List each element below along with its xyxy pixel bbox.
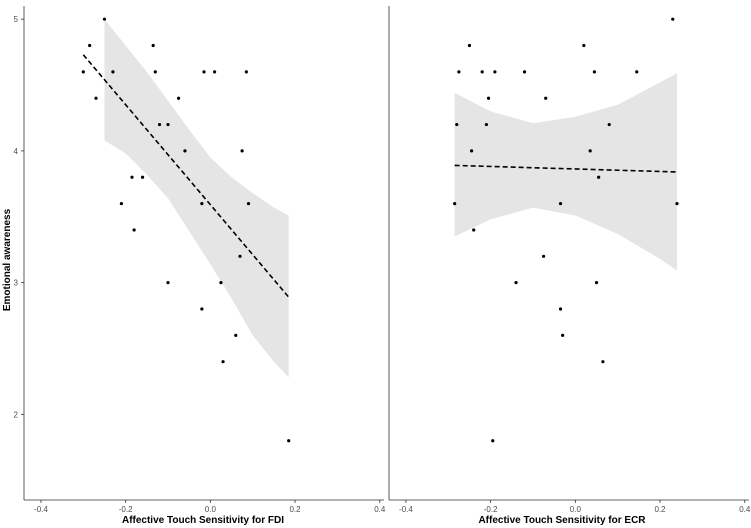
data-point: [166, 122, 170, 127]
x-tick-label: 0.2: [654, 505, 666, 514]
data-point: [94, 96, 98, 100]
data-point: [582, 43, 586, 48]
data-point: [558, 202, 563, 206]
x-axis-title-fdi: Affective Touch Sensitivity for FDI: [122, 515, 284, 526]
data-point: [469, 149, 474, 153]
x-tick-label: -0.4: [34, 505, 48, 514]
data-point: [287, 439, 291, 443]
x-tick-label: 0.0: [205, 505, 217, 514]
data-point: [561, 333, 565, 337]
data-point: [486, 96, 491, 100]
panel-fdi: -0.4 -0.2 0.0 0.2 0.4 2 3 4 5: [14, 6, 386, 514]
data-point: [544, 96, 548, 100]
data-point: [166, 281, 170, 285]
data-point: [153, 70, 157, 74]
data-point: [244, 70, 248, 74]
data-point: [81, 70, 85, 74]
data-point: [467, 43, 472, 48]
regression-line: [82, 54, 290, 298]
data-point: [132, 228, 136, 232]
data-point: [88, 43, 92, 48]
x-tick-label: 0.2: [289, 505, 301, 514]
data-point: [635, 70, 639, 74]
data-point: [234, 333, 238, 337]
data-point: [472, 228, 476, 232]
data-point: [491, 439, 495, 443]
regression-line: [454, 164, 678, 173]
x-axis-title-ecr: Affective Touch Sensitivity for ECR: [478, 515, 646, 526]
data-point: [601, 360, 605, 364]
data-point: [102, 17, 107, 21]
data-point: [455, 122, 459, 127]
x-tick-label: 0.0: [570, 505, 582, 514]
y-tick-label: 2: [14, 410, 19, 419]
y-tick-label: 5: [14, 15, 19, 24]
data-point: [246, 202, 251, 206]
x-tick-label: -0.2: [119, 505, 133, 514]
data-point: [176, 96, 181, 100]
data-point: [522, 70, 527, 74]
data-point: [480, 70, 484, 74]
data-point: [457, 70, 461, 74]
data-point: [119, 202, 124, 206]
data-point: [130, 175, 134, 179]
data-point: [238, 254, 242, 258]
data-point: [453, 202, 457, 206]
x-tick-label: -0.4: [399, 505, 413, 514]
data-point: [592, 70, 597, 74]
data-point: [183, 149, 187, 153]
data-point: [111, 70, 115, 74]
y-tick-label: 4: [14, 147, 19, 156]
data-point: [671, 17, 675, 21]
data-point: [675, 202, 679, 206]
data-point: [202, 70, 206, 74]
confidence-band: [454, 73, 677, 271]
x-tick-label: -0.2: [484, 505, 498, 514]
data-point: [219, 281, 223, 285]
data-point: [541, 254, 546, 258]
y-axis-title: Emotional awareness: [2, 208, 13, 311]
data-point: [607, 122, 611, 127]
data-point: [151, 43, 155, 48]
panel-ecr: -0.4 -0.2 0.0 0.2 0.4: [388, 6, 751, 514]
x-tick-label: 0.4: [739, 505, 751, 514]
y-tick-label: 3: [14, 279, 19, 288]
data-point: [200, 307, 204, 311]
data-point: [484, 122, 489, 127]
data-point: [212, 70, 217, 74]
data-point: [157, 122, 162, 127]
data-point: [558, 307, 563, 311]
data-point: [493, 70, 497, 74]
data-point: [240, 149, 244, 153]
data-point: [597, 175, 601, 179]
data-point: [588, 149, 592, 153]
x-tick-label: 0.4: [374, 505, 386, 514]
data-point: [140, 175, 145, 179]
confidence-band: [104, 19, 289, 378]
data-point: [221, 360, 225, 364]
data-point: [594, 281, 599, 285]
data-point: [200, 202, 204, 206]
data-point: [514, 281, 518, 285]
